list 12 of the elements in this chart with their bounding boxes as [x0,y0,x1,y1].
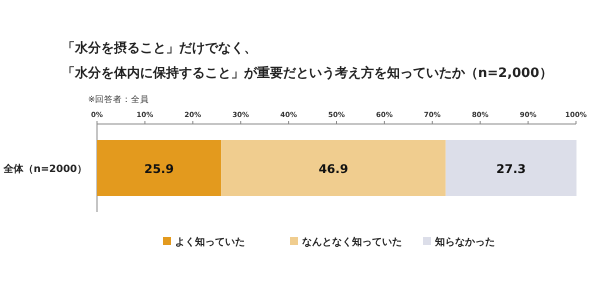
legend-label: 知らなかった [434,236,495,248]
bar [221,140,446,196]
chart-subtitle: ※回答者：全員 [88,94,150,105]
legend-label: よく知っていた [175,236,245,248]
data-label: 46.9 [318,162,348,176]
chart-title: 「水分を摂ること」だけでなく、「水分を体内に保持すること」が重要だという考え方を知っていたか（n=2,000） [62,41,552,81]
legend-label: なんとなく知っていた [302,236,402,248]
bar [446,140,576,196]
bar [97,140,222,196]
data-label: 27.3 [496,162,526,176]
y-tick-label: 全体（n=2000） [2,163,87,175]
data-label: 25.9 [144,162,174,176]
